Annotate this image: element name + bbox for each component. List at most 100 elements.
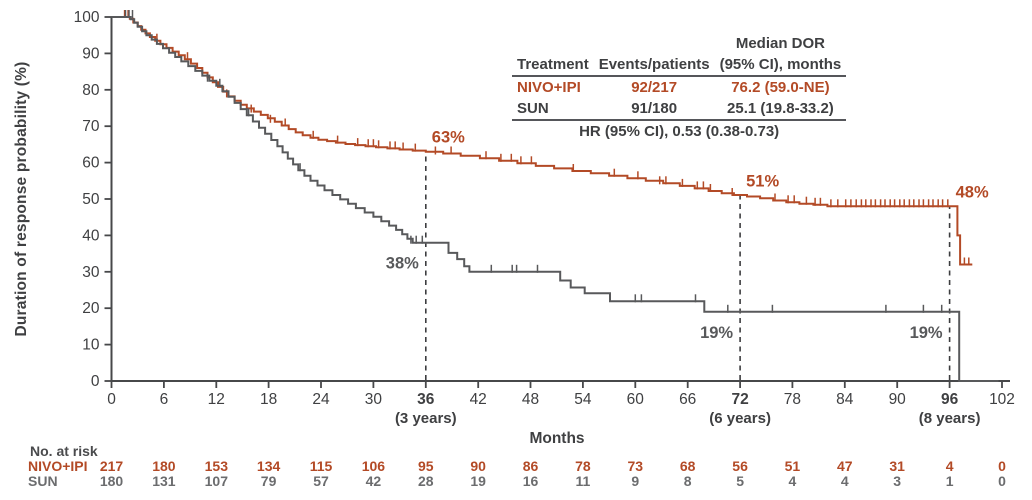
risk-value: 86 [522,458,539,474]
summary-header-row: Treatment Events/patients (95% CI), mont… [512,54,847,77]
risk-value: 79 [260,473,277,489]
risk-value: 28 [418,473,434,489]
risk-value: 8 [683,473,692,489]
x-tick-label-78: 78 [784,391,801,408]
risk-value: 47 [837,458,853,474]
annotation-38pct-36mo: 38% [386,255,419,273]
risk-table-title: No. at risk [30,443,98,459]
risk-value: 153 [204,458,228,474]
risk-value: 78 [575,458,591,474]
annotation-63pct-36mo: 63% [432,129,465,147]
risk-row-sun: SUN 180 131 107 79 57 42 28 19 16 11 9 8 5 4 4 3 1 0 [0,473,1032,489]
x-tick-label-96: 96 [941,391,959,408]
y-tick-label-20: 20 [82,300,100,317]
risk-value: 0 [998,473,1006,489]
sun-median-cell: 25.1 (19.8-33.2) [714,98,847,121]
table-row-sun: SUN 91/180 25.1 (19.8-33.2) [512,98,847,121]
risk-value: 4 [840,473,849,489]
y-tick-label-40: 40 [82,227,100,244]
risk-value: 9 [631,473,640,489]
risk-value: 131 [152,473,176,489]
annotation-19pct-72mo: 19% [700,324,733,342]
x-axis-title: Months [529,430,584,446]
spacer-cell [594,33,715,54]
risk-value: 0 [998,458,1006,474]
risk-value: 95 [418,458,434,474]
x-tick-label-66: 66 [679,391,696,408]
y-tick-label-60: 60 [82,155,100,172]
risk-value: 68 [679,458,696,474]
risk-value: 16 [522,473,539,489]
risk-value: 180 [152,458,176,474]
sun-treatment-cell: SUN [512,98,594,121]
y-tick-label-10: 10 [82,337,100,354]
risk-value: 31 [889,458,905,474]
risk-value: 3 [893,473,902,489]
x-tick-sublabel-72: (6 years) [709,410,771,427]
km-curve-sun [111,16,999,382]
y-tick-label-50: 50 [82,191,100,208]
nivo-events-cell: 92/217 [631,79,678,96]
y-tick-label-30: 30 [82,264,100,281]
summary-table: Median DOR Treatment Events/patients (95… [512,33,847,142]
risk-value: 90 [470,458,486,474]
y-tick-label-70: 70 [82,118,100,135]
x-tick-label-24: 24 [312,391,330,408]
risk-value: 73 [627,458,644,474]
median-dor-header: Median DOR [735,35,826,52]
x-tick-label-12: 12 [208,391,225,408]
x-tick-label-36: 36 [417,391,435,408]
y-tick-label-80: 80 [82,82,100,99]
risk-value: 19 [470,473,486,489]
x-tick-label-102: 102 [989,391,1015,408]
annotation-19pct-96mo: 19% [910,324,943,342]
nivo-treatment-cell: NIVO+IPI [517,79,581,96]
x-tick-label-0: 0 [107,391,116,408]
risk-value: 1 [945,473,954,489]
risk-value: 106 [361,458,386,474]
y-tick-label-100: 100 [74,9,100,26]
risk-value: 56 [732,458,748,474]
x-tick-sublabel-96: (8 years) [919,410,981,427]
x-tick-label-6: 6 [160,391,169,408]
risk-label-nivo-ipi: NIVO+IPI [28,458,88,474]
risk-value: 11 [575,473,591,489]
risk-value: 217 [99,458,124,474]
plot-area: Months 0 10 20 30 40 50 60 70 80 90 100 0 6 12 18 24 30 3… [74,9,1015,446]
risk-label-sun: SUN [28,473,58,489]
x-tick-label-48: 48 [522,391,539,408]
risk-row-nivo-ipi: NIVO+IPI 217 180 153 134 115 106 95 90 86 78 73 68 5… [0,458,1032,474]
x-tick-label-84: 84 [836,391,854,408]
y-tick-label-90: 90 [82,45,100,62]
hazard-ratio-row: HR (95% CI), 0.53 (0.38-0.73) [512,120,846,142]
annotation-48pct-96mo: 48% [956,183,989,201]
annotation-51pct-72mo: 51% [746,172,779,190]
table-row-nivo-ipi: NIVO+IPI 92/217 76.2 (59.0-NE) [512,76,846,98]
y-tick-label-0: 0 [91,373,100,390]
risk-value: 5 [736,473,744,489]
nivo-median-cell: 76.2 (59.0-NE) [731,79,830,96]
x-tick-label-18: 18 [260,391,277,408]
x-tick-label-54: 54 [574,391,592,408]
risk-value: 115 [309,458,333,474]
summary-header-top-row: Median DOR [512,33,846,54]
risk-value: 51 [784,458,801,474]
treatment-header: Treatment [512,54,594,77]
risk-value: 107 [204,473,228,489]
sun-events-cell: 91/180 [593,98,715,121]
ci-months-header: (95% CI), months [714,54,847,77]
x-tick-label-42: 42 [470,391,487,408]
x-tick-label-72: 72 [731,391,748,408]
risk-value: 57 [313,473,329,489]
risk-value: 134 [256,458,281,474]
hazard-ratio-cell: HR (95% CI), 0.53 (0.38-0.73) [579,123,780,140]
risk-value: 180 [99,473,124,489]
x-tick-label-30: 30 [365,391,383,408]
risk-value: 4 [788,473,797,489]
risk-value: 42 [365,473,382,489]
x-tick-label-90: 90 [889,391,907,408]
spacer-cell [512,33,594,54]
x-tick-label-60: 60 [627,391,645,408]
risk-value: 4 [945,458,954,474]
